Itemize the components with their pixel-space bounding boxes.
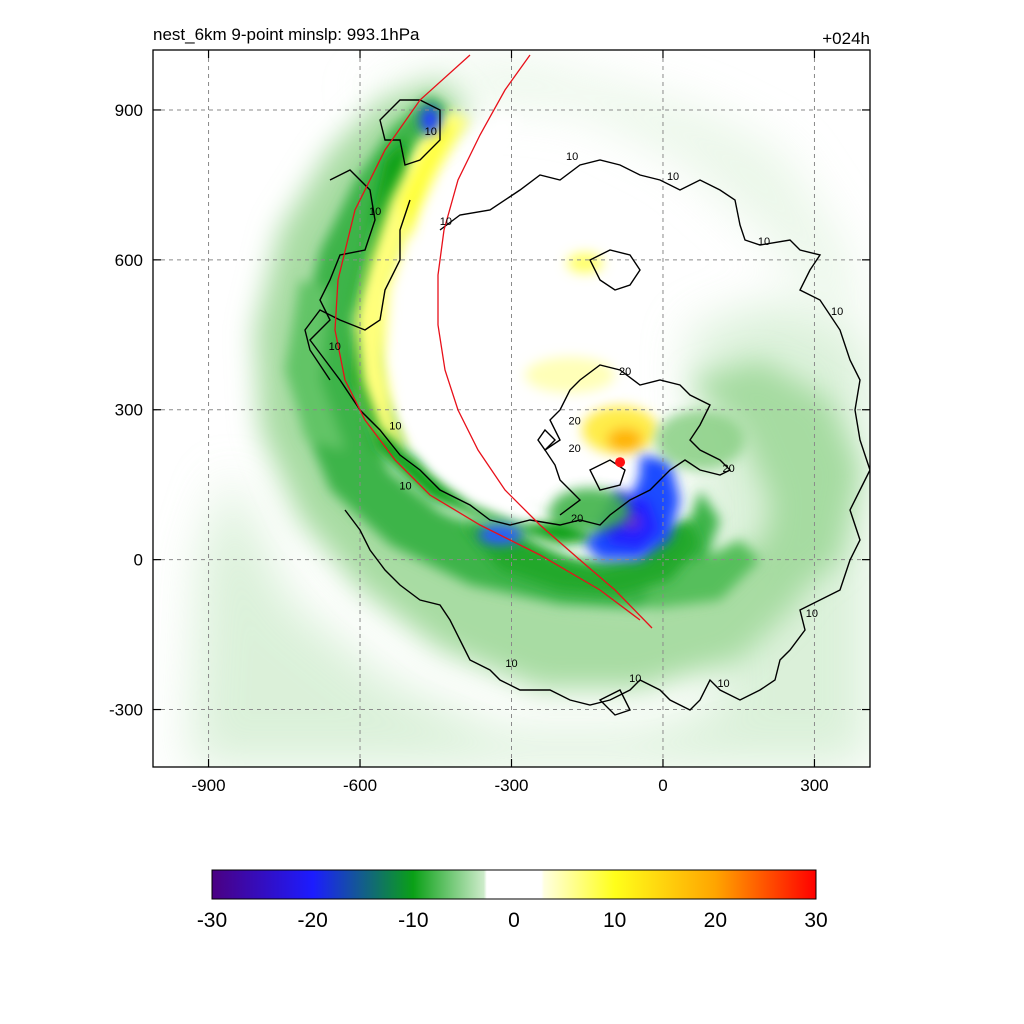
contour-labels: 10 10 10 10 10 10 10 20 20 20 20 10 10 10 20 10 10 10 10 <box>329 126 844 690</box>
contour-label: 10 <box>369 206 381 218</box>
x-axis: -900 -600 -300 0 300 <box>192 50 829 795</box>
contour-label: 10 <box>425 126 437 138</box>
x-tick-label: 300 <box>800 776 828 795</box>
chart-title: nest_6km 9-point minslp: 993.1hPa <box>153 25 420 44</box>
x-tick-label: -300 <box>494 776 528 795</box>
contour-label: 20 <box>722 463 734 475</box>
contour-label: 20 <box>571 513 583 525</box>
forecast-hour-label: +024h <box>822 29 870 48</box>
x-tick-label: -900 <box>192 776 226 795</box>
contour-label: 10 <box>566 151 578 163</box>
contour-label: 10 <box>505 658 517 670</box>
y-tick-label: 600 <box>115 251 143 270</box>
storm-center-marker <box>615 457 626 468</box>
contour-label: 10 <box>758 236 770 248</box>
colorbar-ticks: -30 -20 -10 0 10 20 30 <box>197 909 828 932</box>
colorbar-tick-label: 30 <box>804 909 827 932</box>
colorbar: -30 -20 -10 0 10 20 30 <box>197 869 828 932</box>
y-tick-label: -300 <box>109 701 143 720</box>
contour-label: 20 <box>568 416 580 428</box>
y-tick-label: 300 <box>115 401 143 420</box>
colorbar-tick-label: -30 <box>197 909 227 932</box>
y-tick-label: 0 <box>134 551 143 570</box>
contour-label: 10 <box>399 481 411 493</box>
storm-track-lines <box>334 54 653 629</box>
contour-label: 10 <box>629 673 641 685</box>
contour-label: 10 <box>389 421 401 433</box>
contour-label: 10 <box>440 216 452 228</box>
contour-label: 10 <box>806 608 818 620</box>
x-tick-label: -600 <box>343 776 377 795</box>
contour-label: 10 <box>667 171 679 183</box>
colorbar-tick-label: 0 <box>508 909 520 932</box>
wind-speed-contours <box>304 99 870 716</box>
colorbar-tick-label: -10 <box>398 909 428 932</box>
contour-label: 20 <box>619 366 631 378</box>
y-axis: -300 0 300 600 900 <box>109 101 870 720</box>
colorbar-tick-label: -20 <box>297 909 327 932</box>
x-tick-label: 0 <box>658 776 667 795</box>
contour-label: 20 <box>568 443 580 455</box>
contour-label: 10 <box>329 341 341 353</box>
contour-label: 10 <box>831 306 843 318</box>
colorbar-tick-label: 20 <box>704 909 727 932</box>
contour-label: 10 <box>717 678 729 690</box>
colorbar-tick-label: 10 <box>603 909 626 932</box>
y-tick-label: 900 <box>115 101 143 120</box>
